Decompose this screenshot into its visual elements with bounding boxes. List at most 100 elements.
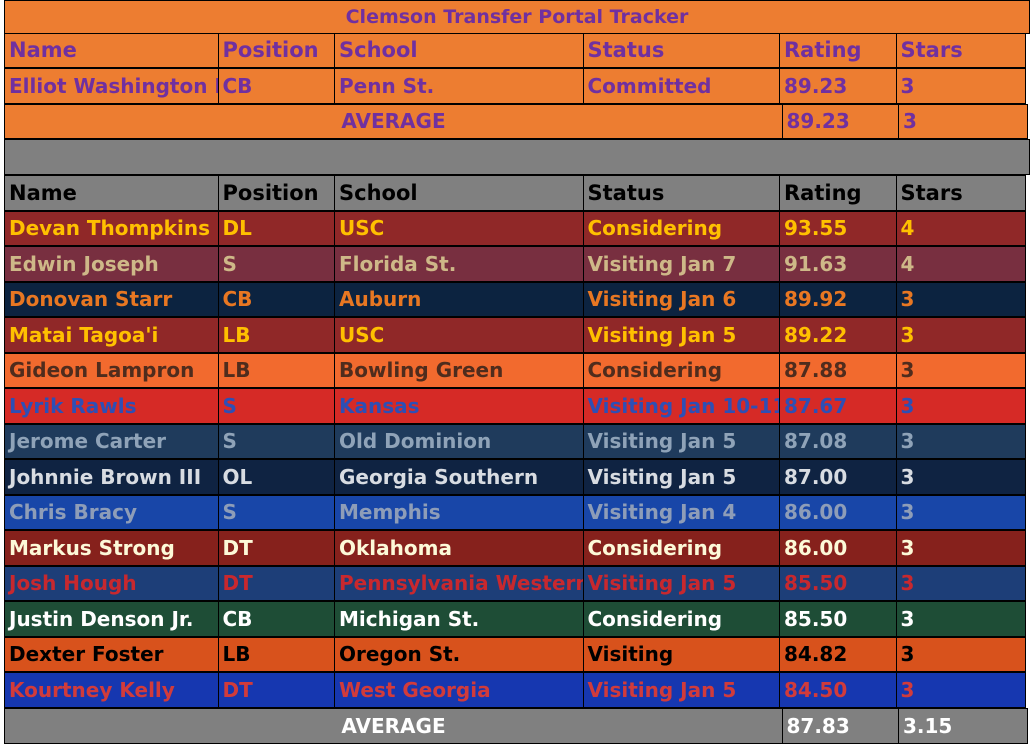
top-header-position[interactable]: Position <box>217 32 336 68</box>
player-cell-school[interactable]: Georgia Southern <box>334 459 584 495</box>
top-header-rating[interactable]: Rating <box>779 32 897 68</box>
player-cell-rating[interactable]: 87.88 <box>779 352 897 388</box>
player-cell-rating[interactable]: 84.82 <box>779 636 897 672</box>
bottom-header-school[interactable]: School <box>334 175 584 211</box>
player-cell-stars[interactable]: 3 <box>895 423 1026 459</box>
player-cell-position[interactable]: LB <box>217 352 336 388</box>
player-cell-stars[interactable]: 3 <box>895 317 1026 353</box>
player-cell-position[interactable]: DL <box>217 210 336 246</box>
player-cell-status[interactable]: Considering <box>582 530 781 566</box>
player-cell-school[interactable]: Kansas <box>334 388 584 424</box>
bottom-header-rating[interactable]: Rating <box>779 175 897 211</box>
player-cell-stars[interactable]: 3 <box>895 281 1026 317</box>
player-cell-status[interactable]: Visiting Jan 5 <box>582 459 781 495</box>
player-cell-school[interactable]: West Georgia <box>334 672 584 708</box>
player-cell-status[interactable]: Visiting Jan 6 <box>582 281 781 317</box>
player-cell-status[interactable]: Visiting Jan 5 <box>582 317 781 353</box>
player-cell-position[interactable]: CB <box>217 601 336 637</box>
player-cell-rating[interactable]: 87.67 <box>779 388 897 424</box>
bottom-average-stars[interactable]: 3.15 <box>898 707 1028 744</box>
player-cell-rating[interactable]: 89.22 <box>779 317 897 353</box>
player-cell-stars[interactable]: 3 <box>895 530 1026 566</box>
top-cell-name[interactable]: Elliot Washington II <box>4 68 219 104</box>
player-cell-rating[interactable]: 86.00 <box>779 530 897 566</box>
player-cell-rating[interactable]: 87.08 <box>779 423 897 459</box>
player-cell-position[interactable]: DT <box>217 565 336 601</box>
player-cell-status[interactable]: Visiting Jan 4 <box>582 494 781 530</box>
bottom-average-label[interactable]: AVERAGE <box>4 707 783 744</box>
player-cell-school[interactable]: Oklahoma <box>334 530 584 566</box>
player-cell-name[interactable]: Gideon Lampron <box>4 352 219 388</box>
player-cell-school[interactable]: USC <box>334 317 584 353</box>
player-cell-stars[interactable]: 3 <box>895 459 1026 495</box>
player-cell-school[interactable]: USC <box>334 210 584 246</box>
player-cell-status[interactable]: Visiting <box>582 636 781 672</box>
top-header-school[interactable]: School <box>334 32 584 68</box>
player-cell-position[interactable]: LB <box>217 317 336 353</box>
player-cell-rating[interactable]: 85.50 <box>779 565 897 601</box>
player-cell-position[interactable]: DT <box>217 672 336 708</box>
player-cell-position[interactable]: OL <box>217 459 336 495</box>
player-cell-stars[interactable]: 3 <box>895 636 1026 672</box>
top-header-name[interactable]: Name <box>4 32 219 68</box>
player-cell-name[interactable]: Matai Tagoa'i <box>4 317 219 353</box>
player-cell-name[interactable]: Dexter Foster <box>4 636 219 672</box>
player-cell-status[interactable]: Considering <box>582 601 781 637</box>
player-cell-rating[interactable]: 89.92 <box>779 281 897 317</box>
top-average-stars[interactable]: 3 <box>898 103 1028 139</box>
player-cell-name[interactable]: Devan Thompkins <box>4 210 219 246</box>
player-cell-name[interactable]: Donovan Starr <box>4 281 219 317</box>
player-cell-stars[interactable]: 4 <box>895 246 1026 282</box>
player-cell-stars[interactable]: 3 <box>895 388 1026 424</box>
player-cell-name[interactable]: Edwin Joseph <box>4 246 219 282</box>
player-cell-stars[interactable]: 3 <box>895 601 1026 637</box>
player-cell-school[interactable]: Old Dominion <box>334 423 584 459</box>
top-average-label[interactable]: AVERAGE <box>4 103 783 139</box>
player-cell-name[interactable]: Lyrik Rawls <box>4 388 219 424</box>
player-cell-stars[interactable]: 3 <box>895 352 1026 388</box>
top-header-stars[interactable]: Stars <box>895 32 1026 68</box>
top-cell-rating[interactable]: 89.23 <box>779 68 897 104</box>
player-cell-school[interactable]: Florida St. <box>334 246 584 282</box>
bottom-header-stars[interactable]: Stars <box>895 175 1026 211</box>
player-cell-rating[interactable]: 84.50 <box>779 672 897 708</box>
player-cell-school[interactable]: Memphis <box>334 494 584 530</box>
player-cell-stars[interactable]: 3 <box>895 494 1026 530</box>
player-cell-school[interactable]: Michigan St. <box>334 601 584 637</box>
player-cell-status[interactable]: Visiting Jan 5 <box>582 423 781 459</box>
player-cell-position[interactable]: S <box>217 423 336 459</box>
top-header-status[interactable]: Status <box>582 32 781 68</box>
top-cell-school[interactable]: Penn St. <box>334 68 584 104</box>
top-cell-position[interactable]: CB <box>217 68 336 104</box>
player-cell-name[interactable]: Jerome Carter <box>4 423 219 459</box>
player-cell-position[interactable]: S <box>217 388 336 424</box>
player-cell-name[interactable]: Johnnie Brown III <box>4 459 219 495</box>
player-cell-name[interactable]: Josh Hough <box>4 565 219 601</box>
player-cell-status[interactable]: Considering <box>582 352 781 388</box>
player-cell-position[interactable]: LB <box>217 636 336 672</box>
player-cell-name[interactable]: Justin Denson Jr. <box>4 601 219 637</box>
player-cell-rating[interactable]: 86.00 <box>779 494 897 530</box>
player-cell-name[interactable]: Markus Strong <box>4 530 219 566</box>
player-cell-position[interactable]: S <box>217 246 336 282</box>
bottom-header-position[interactable]: Position <box>217 175 336 211</box>
bottom-average-rating[interactable]: 87.83 <box>781 707 900 744</box>
player-cell-stars[interactable]: 3 <box>895 565 1026 601</box>
player-cell-position[interactable]: CB <box>217 281 336 317</box>
sheet-title[interactable]: Clemson Transfer Portal Tracker <box>4 0 1030 34</box>
player-cell-stars[interactable]: 4 <box>895 210 1026 246</box>
player-cell-rating[interactable]: 93.55 <box>779 210 897 246</box>
player-cell-status[interactable]: Visiting Jan 10-11 <box>582 388 781 424</box>
player-cell-rating[interactable]: 87.00 <box>779 459 897 495</box>
player-cell-stars[interactable]: 3 <box>895 672 1026 708</box>
top-cell-status[interactable]: Committed <box>582 68 781 104</box>
bottom-header-status[interactable]: Status <box>582 175 781 211</box>
player-cell-name[interactable]: Chris Bracy <box>4 494 219 530</box>
player-cell-name[interactable]: Kourtney Kelly <box>4 672 219 708</box>
top-average-rating[interactable]: 89.23 <box>781 103 900 139</box>
player-cell-school[interactable]: Bowling Green <box>334 352 584 388</box>
player-cell-status[interactable]: Visiting Jan 5 <box>582 565 781 601</box>
player-cell-rating[interactable]: 91.63 <box>779 246 897 282</box>
player-cell-position[interactable]: DT <box>217 530 336 566</box>
player-cell-status[interactable]: Considering <box>582 210 781 246</box>
